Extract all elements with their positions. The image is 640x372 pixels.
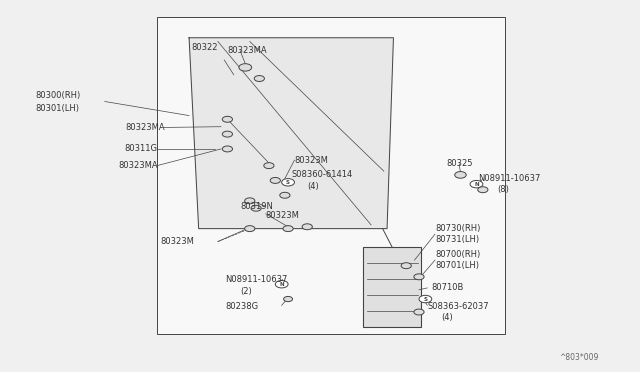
Circle shape — [244, 226, 255, 232]
Text: 80710B: 80710B — [432, 283, 464, 292]
Circle shape — [239, 64, 252, 71]
Bar — [157, 17, 505, 334]
Bar — [364, 247, 421, 327]
Text: N: N — [280, 282, 284, 287]
Text: 80731(LH): 80731(LH) — [435, 235, 479, 244]
Circle shape — [244, 198, 255, 204]
Text: 80701(LH): 80701(LH) — [435, 261, 479, 270]
Text: 80311G: 80311G — [124, 144, 157, 153]
Circle shape — [419, 295, 432, 303]
Circle shape — [283, 226, 293, 232]
Text: 80319N: 80319N — [240, 202, 273, 211]
Text: (4): (4) — [442, 313, 453, 322]
Text: (8): (8) — [497, 185, 509, 194]
Circle shape — [470, 180, 483, 188]
Text: S08363-62037: S08363-62037 — [428, 302, 489, 311]
Text: 80301(LH): 80301(LH) — [36, 104, 80, 113]
Circle shape — [284, 296, 292, 302]
Circle shape — [222, 116, 232, 122]
Text: (2): (2) — [240, 287, 252, 296]
Text: S: S — [286, 180, 290, 185]
Text: 80322: 80322 — [191, 42, 218, 51]
Text: 80323MA: 80323MA — [119, 161, 159, 170]
Circle shape — [302, 224, 312, 230]
Text: 80323MA: 80323MA — [125, 123, 165, 132]
Circle shape — [455, 171, 467, 178]
Circle shape — [222, 131, 232, 137]
Text: 80323M: 80323M — [161, 237, 194, 246]
Polygon shape — [189, 38, 394, 229]
Text: 80323M: 80323M — [266, 211, 300, 220]
Circle shape — [414, 274, 424, 280]
Circle shape — [254, 76, 264, 81]
Circle shape — [414, 309, 424, 315]
Circle shape — [270, 177, 280, 183]
Text: 80325: 80325 — [447, 159, 473, 168]
Text: ^803*009: ^803*009 — [559, 353, 599, 362]
Circle shape — [280, 192, 290, 198]
Circle shape — [222, 146, 232, 152]
Text: 80323MA: 80323MA — [227, 46, 267, 55]
Text: 80300(RH): 80300(RH) — [36, 91, 81, 100]
Text: 80700(RH): 80700(RH) — [435, 250, 480, 259]
Circle shape — [282, 179, 294, 186]
Text: 80238G: 80238G — [225, 302, 259, 311]
Circle shape — [275, 280, 288, 288]
Circle shape — [264, 163, 274, 169]
Text: (4): (4) — [307, 182, 319, 190]
Text: N08911-10637: N08911-10637 — [478, 174, 541, 183]
Circle shape — [477, 187, 488, 193]
Text: N: N — [474, 182, 479, 187]
Text: 80730(RH): 80730(RH) — [435, 224, 481, 233]
Text: S08360-61414: S08360-61414 — [291, 170, 353, 179]
Text: 80323M: 80323M — [294, 155, 328, 164]
Circle shape — [251, 205, 261, 211]
Text: N08911-10637: N08911-10637 — [225, 275, 288, 284]
Circle shape — [401, 263, 412, 269]
Text: S: S — [424, 296, 428, 302]
